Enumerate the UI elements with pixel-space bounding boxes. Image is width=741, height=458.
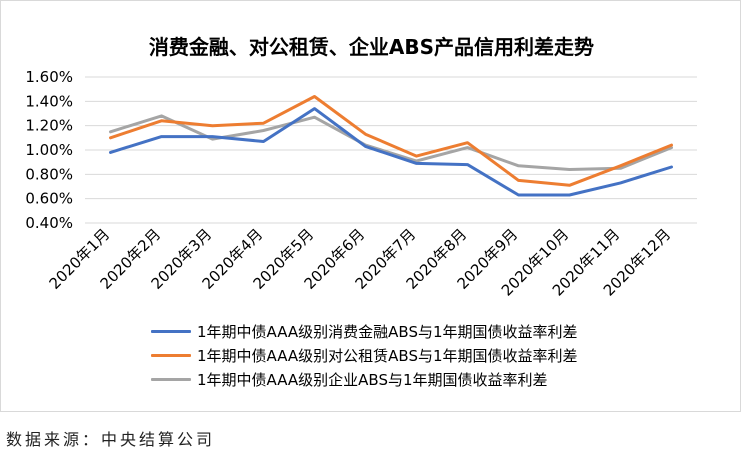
legend-label: 1年期中债AAA级别消费金融ABS与1年期国债收益率利差 bbox=[197, 322, 578, 341]
y-tick-label: 1.20% bbox=[25, 117, 73, 135]
y-tick-label: 0.60% bbox=[25, 190, 73, 208]
y-tick-label: 1.40% bbox=[25, 92, 73, 110]
y-tick-label: 0.80% bbox=[25, 165, 73, 183]
y-tick-label: 1.00% bbox=[25, 141, 73, 159]
legend-swatch-enterprise-abs bbox=[151, 377, 191, 381]
chart-frame: 消费金融、对公租赁、企业ABS产品信用利差走势 1.60% 1.40% 1.20% 1… bbox=[0, 0, 741, 412]
legend-item-consumer-finance: 1年期中债AAA级别消费金融ABS与1年期国债收益率利差 bbox=[151, 319, 711, 343]
series-line bbox=[109, 107, 673, 197]
legend-swatch-consumer-finance bbox=[151, 329, 191, 333]
series-line bbox=[109, 95, 673, 187]
line-chart: 1.60%1.40%1.20%1.00%0.80%0.60%0.40%2020年… bbox=[25, 68, 697, 300]
legend-label: 1年期中债AAA级别对公租赁ABS与1年期国债收益率利差 bbox=[197, 346, 578, 365]
legend-item-corporate-leasing: 1年期中债AAA级别对公租赁ABS与1年期国债收益率利差 bbox=[151, 343, 711, 367]
legend-item-enterprise-abs: 1年期中债AAA级别企业ABS与1年期国债收益率利差 bbox=[151, 367, 711, 391]
source-note: 数据来源：中央结算公司 bbox=[6, 430, 216, 449]
legend-label: 1年期中债AAA级别企业ABS与1年期国债收益率利差 bbox=[197, 370, 548, 389]
y-tick-label: 1.60% bbox=[25, 68, 73, 86]
legend: 1年期中债AAA级别消费金融ABS与1年期国债收益率利差 1年期中债AAA级别对… bbox=[151, 319, 711, 391]
legend-swatch-corporate-leasing bbox=[151, 353, 191, 357]
chart-title: 消费金融、对公租赁、企业ABS产品信用利差走势 bbox=[148, 35, 595, 59]
y-tick-label: 0.40% bbox=[25, 214, 73, 232]
